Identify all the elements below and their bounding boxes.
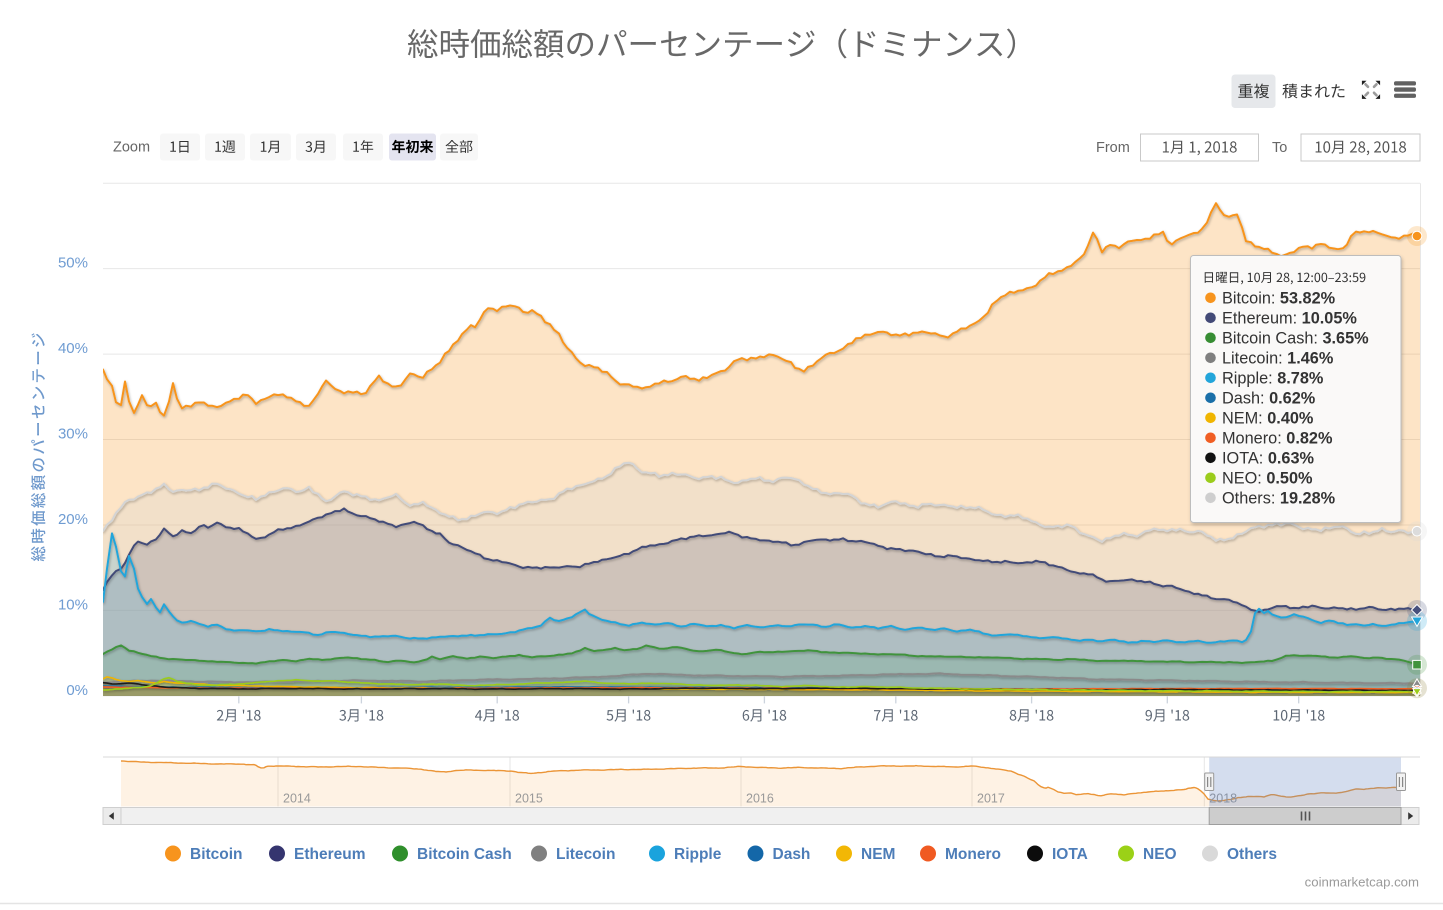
svg-text:Bitcoin Cash: 3.65%: Bitcoin Cash: 3.65%	[1222, 329, 1369, 347]
svg-text:Ethereum: 10.05%: Ethereum: 10.05%	[1222, 309, 1357, 327]
svg-text:Monero: Monero	[945, 846, 1001, 863]
svg-text:Monero: 0.82%: Monero: 0.82%	[1222, 429, 1333, 447]
svg-text:NEO: 0.50%: NEO: 0.50%	[1222, 469, 1313, 487]
svg-text:2014: 2014	[283, 792, 311, 806]
svg-text:From: From	[1096, 140, 1130, 156]
svg-text:Ripple: 8.78%: Ripple: 8.78%	[1222, 369, 1324, 387]
svg-text:NEM: 0.40%: NEM: 0.40%	[1222, 409, 1314, 427]
svg-text:coinmarketcap.com: coinmarketcap.com	[1305, 875, 1419, 890]
svg-text:NEM: NEM	[861, 846, 895, 863]
svg-text:0%: 0%	[66, 682, 88, 699]
svg-text:Bitcoin: 53.82%: Bitcoin: 53.82%	[1222, 289, 1336, 307]
svg-text:Bitcoin Cash: Bitcoin Cash	[417, 846, 512, 863]
svg-text:Litecoin: 1.46%: Litecoin: 1.46%	[1222, 349, 1334, 367]
svg-text:IOTA: IOTA	[1052, 846, 1088, 863]
svg-text:IOTA: 0.63%: IOTA: 0.63%	[1222, 449, 1315, 467]
svg-text:Ethereum: Ethereum	[294, 846, 366, 863]
svg-text:To: To	[1272, 140, 1287, 156]
svg-text:NEO: NEO	[1143, 846, 1177, 863]
svg-text:Dash: 0.62%: Dash: 0.62%	[1222, 389, 1316, 407]
svg-text:10%: 10%	[58, 596, 88, 613]
svg-text:2017: 2017	[977, 792, 1005, 806]
svg-text:Litecoin: Litecoin	[556, 846, 615, 863]
svg-text:Others: Others	[1227, 846, 1277, 863]
svg-text:20%: 20%	[58, 511, 88, 528]
svg-text:Ripple: Ripple	[674, 846, 722, 863]
svg-text:Dash: Dash	[773, 846, 811, 863]
svg-text:Zoom: Zoom	[113, 140, 150, 156]
svg-text:2015: 2015	[515, 792, 543, 806]
svg-text:40%: 40%	[58, 340, 88, 357]
svg-text:Bitcoin: Bitcoin	[190, 846, 243, 863]
svg-text:2018: 2018	[1209, 792, 1237, 806]
svg-text:30%: 30%	[58, 426, 88, 443]
svg-text:50%: 50%	[58, 255, 88, 272]
svg-text:2016: 2016	[746, 792, 774, 806]
svg-text:Others: 19.28%: Others: 19.28%	[1222, 489, 1336, 507]
